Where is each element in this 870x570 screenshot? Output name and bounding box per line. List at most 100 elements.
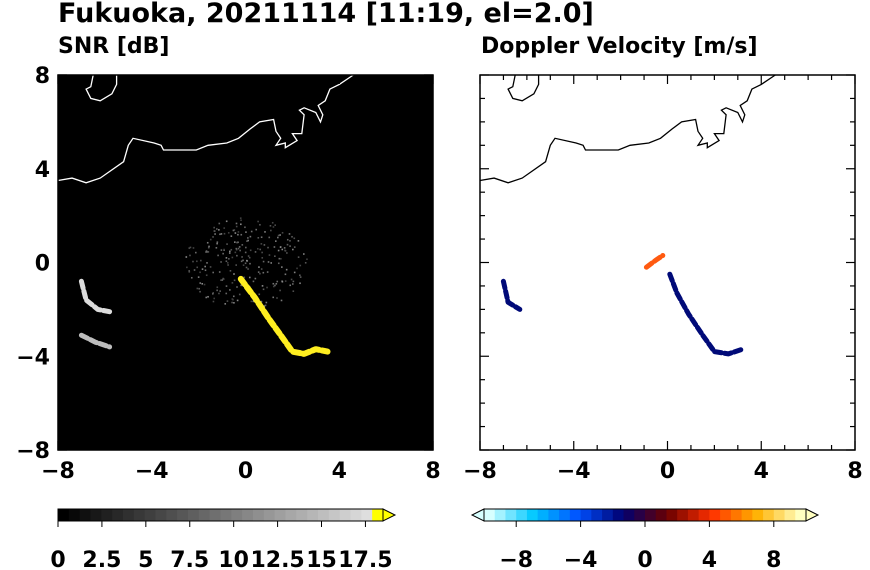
clutter-pixel bbox=[218, 271, 221, 273]
clutter-pixel bbox=[240, 219, 242, 222]
colorbar-swatch bbox=[198, 509, 211, 521]
clutter-pixel bbox=[224, 303, 227, 305]
clutter-pixel bbox=[215, 246, 218, 249]
colorbar-swatch bbox=[166, 509, 178, 521]
clutter-pixel bbox=[186, 266, 188, 269]
colorbar-swatch bbox=[372, 509, 384, 521]
clutter-pixel bbox=[237, 231, 240, 233]
colorbar-swatch bbox=[350, 509, 362, 521]
colorbar-swatch bbox=[361, 509, 373, 521]
clutter-pixel bbox=[247, 239, 249, 242]
clutter-pixel bbox=[238, 293, 241, 296]
clutter-pixel bbox=[260, 300, 263, 303]
colorbar-tick-label: 15 bbox=[306, 548, 337, 570]
clutter-pixel bbox=[218, 292, 220, 295]
clutter-pixel bbox=[257, 247, 259, 250]
clutter-pixel bbox=[223, 227, 226, 229]
colorbar-tick-label: 5 bbox=[138, 548, 153, 570]
clutter-pixel bbox=[231, 256, 234, 259]
clutter-pixel bbox=[235, 247, 238, 250]
colorbar-swatch bbox=[494, 509, 506, 521]
clutter-pixel bbox=[259, 223, 261, 226]
clutter-pixel bbox=[281, 248, 284, 251]
clutter-pixel bbox=[196, 287, 199, 290]
clutter-pixel bbox=[272, 226, 275, 228]
colorbar-swatch bbox=[112, 509, 124, 521]
clutter-pixel bbox=[185, 256, 188, 258]
echo-band bbox=[237, 275, 331, 357]
clutter-pixel bbox=[225, 285, 228, 287]
clutter-pixel bbox=[289, 239, 291, 242]
clutter-pixel bbox=[255, 228, 258, 231]
colorbar-swatch bbox=[612, 509, 625, 521]
figure-title: Fukuoka, 20211114 [11:19, el=2.0] bbox=[58, 0, 594, 29]
clutter-pixel bbox=[201, 268, 204, 270]
clutter-pixel bbox=[203, 283, 206, 286]
clutter-pixel bbox=[265, 301, 268, 304]
clutter-pixel bbox=[231, 282, 234, 284]
colorbar-swatch bbox=[209, 509, 221, 521]
clutter-pixel bbox=[229, 289, 231, 291]
colorbar-tick-label: −8 bbox=[499, 548, 533, 570]
clutter-pixel bbox=[188, 270, 190, 272]
clutter-pixel bbox=[240, 260, 243, 263]
clutter-pixel bbox=[222, 278, 225, 280]
colorbar-swatch bbox=[307, 509, 319, 521]
colorbar-swatch bbox=[720, 509, 732, 521]
colorbar-tick-label: 10 bbox=[218, 548, 249, 570]
clutter-pixel bbox=[219, 290, 221, 292]
clutter-pixel bbox=[235, 264, 238, 266]
clutter-pixel bbox=[207, 246, 210, 249]
clutter-pixel bbox=[257, 236, 260, 239]
colorbar-tick-label: 7.5 bbox=[170, 548, 209, 570]
colorbar-swatch bbox=[569, 509, 582, 521]
colorbar-swatch bbox=[58, 509, 70, 521]
clutter-pixel bbox=[260, 243, 263, 245]
clutter-pixel bbox=[299, 264, 302, 267]
clutter-pixel bbox=[288, 233, 291, 235]
snr-panel: −8 −4 0 4 8 8 4 0 −4 −8 bbox=[16, 64, 440, 484]
clutter-pixel bbox=[234, 232, 237, 234]
colorbar-swatch bbox=[634, 509, 646, 521]
clutter-pixel bbox=[274, 240, 277, 242]
clutter-pixel bbox=[194, 251, 197, 254]
clutter-pixel bbox=[284, 249, 286, 252]
clutter-pixel bbox=[292, 283, 294, 285]
colorbar-swatch bbox=[730, 509, 743, 521]
clutter-pixel bbox=[258, 293, 261, 296]
clutter-pixel bbox=[225, 257, 228, 259]
clutter-pixel bbox=[226, 262, 229, 264]
clutter-pixel bbox=[199, 271, 201, 274]
clutter-pixel bbox=[248, 276, 251, 279]
clutter-pixel bbox=[212, 292, 215, 294]
clutter-pixel bbox=[257, 271, 260, 273]
x-tick-label: 8 bbox=[425, 459, 440, 484]
clutter-pixel bbox=[290, 278, 293, 281]
clutter-pixel bbox=[212, 300, 215, 303]
colorbar-swatch bbox=[537, 509, 549, 521]
clutter-pixel bbox=[200, 259, 202, 262]
clutter-pixel bbox=[270, 229, 272, 232]
clutter-pixel bbox=[274, 255, 276, 257]
clutter-pixel bbox=[240, 233, 243, 236]
colorbar-swatch bbox=[698, 509, 710, 521]
clutter-pixel bbox=[248, 256, 251, 259]
clutter-pixel bbox=[212, 236, 214, 238]
clutter-pixel bbox=[237, 247, 240, 250]
clutter-pixel bbox=[271, 221, 274, 224]
clutter-pixel bbox=[192, 260, 194, 263]
clutter-pixel bbox=[293, 271, 296, 274]
clutter-pixel bbox=[245, 266, 248, 269]
clutter-pixel bbox=[230, 235, 233, 237]
echo-band bbox=[78, 332, 113, 350]
clutter-pixel bbox=[275, 283, 278, 285]
snr-colorbar: 0 2.5 5 7.5 10 12.5 15 17.5 bbox=[50, 508, 397, 570]
clutter-pixel bbox=[249, 249, 252, 252]
y-tick-label: 4 bbox=[35, 158, 50, 183]
clutter-pixel bbox=[280, 257, 282, 260]
clutter-pixel bbox=[233, 302, 235, 304]
clutter-pixel bbox=[289, 284, 292, 287]
clutter-pixel bbox=[231, 301, 233, 304]
clutter-pixel bbox=[266, 271, 269, 273]
coastline bbox=[479, 74, 776, 184]
